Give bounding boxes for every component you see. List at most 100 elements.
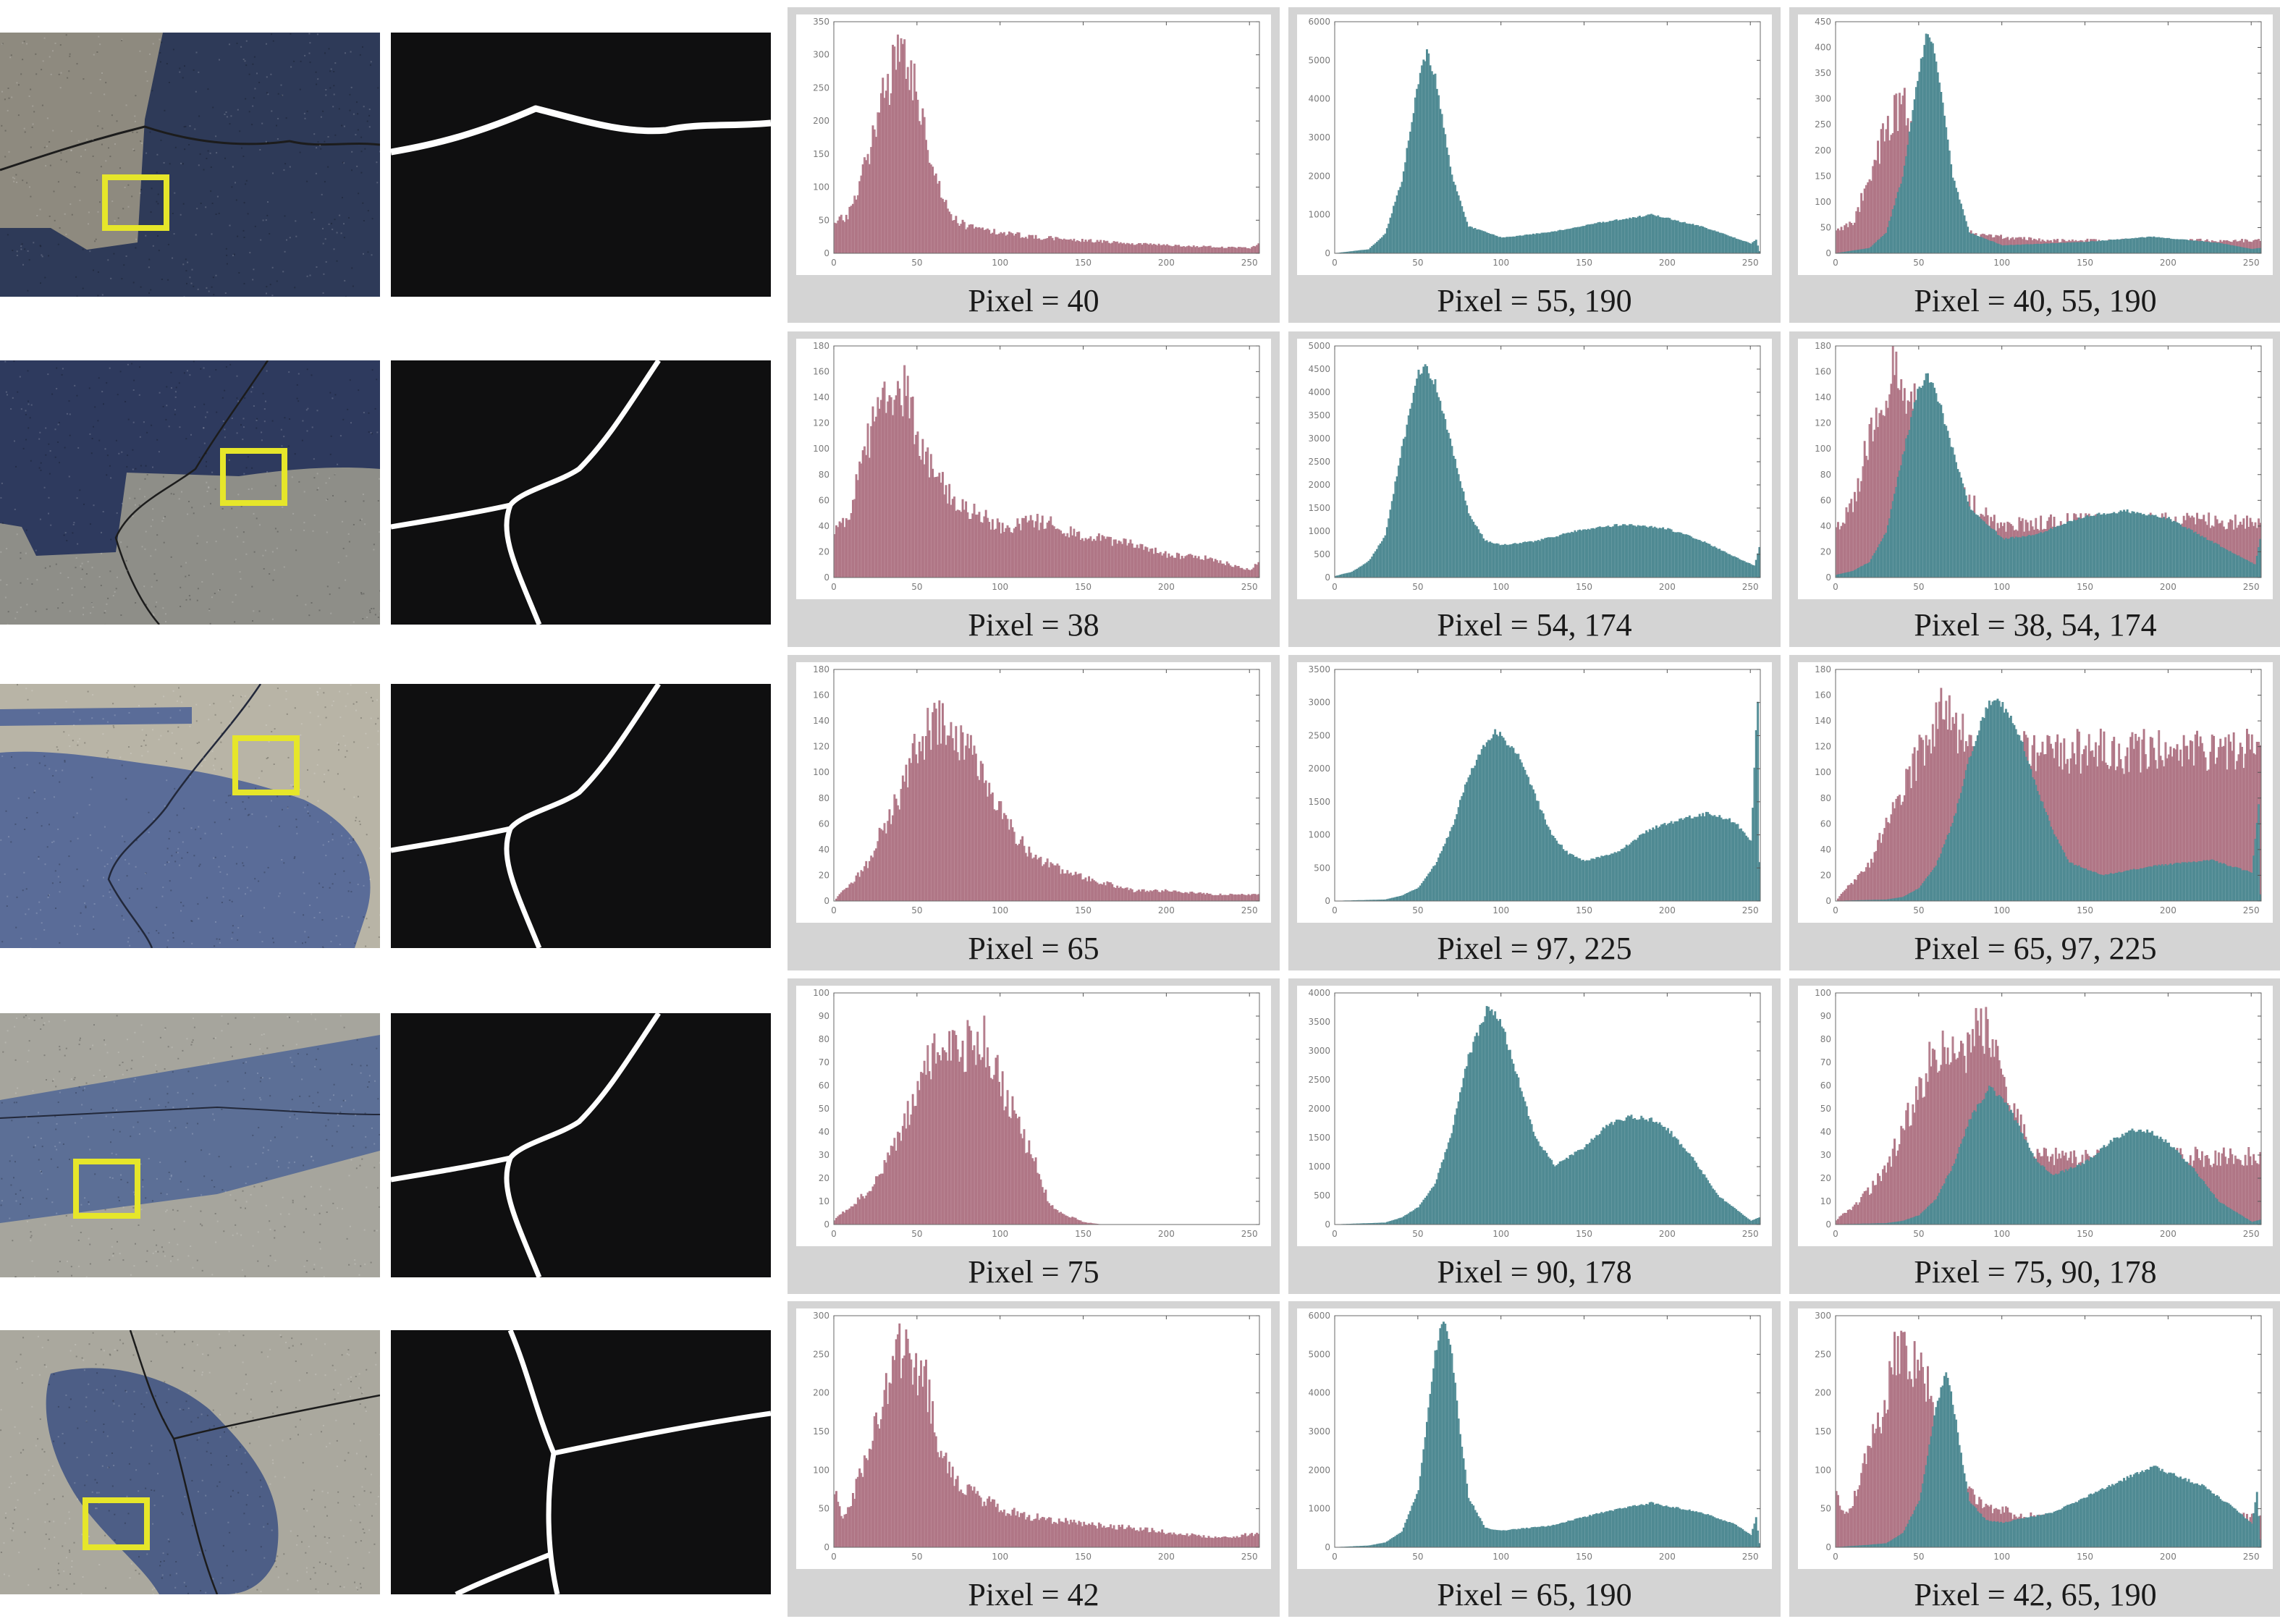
y-tick-label: 80 bbox=[819, 470, 829, 480]
x-tick-label: 100 bbox=[1492, 582, 1509, 592]
y-tick-label: 4000 bbox=[1308, 387, 1330, 397]
x-tick-label: 200 bbox=[2160, 905, 2176, 915]
x-tick-label: 0 bbox=[1833, 258, 1838, 268]
y-tick-label: 80 bbox=[1820, 1034, 1831, 1044]
x-tick-label: 50 bbox=[1913, 582, 1924, 592]
y-tick-label: 300 bbox=[1815, 1311, 1831, 1321]
y-tick-label: 140 bbox=[813, 716, 829, 726]
x-tick-label: 150 bbox=[1576, 1552, 1592, 1562]
y-tick-label: 60 bbox=[1820, 495, 1831, 505]
y-tick-label: 250 bbox=[1815, 1349, 1831, 1359]
x-tick-label: 0 bbox=[1332, 1552, 1338, 1562]
x-tick-label: 0 bbox=[1332, 905, 1338, 915]
x-tick-label: 50 bbox=[1412, 1229, 1423, 1239]
y-tick-label: 3000 bbox=[1308, 1046, 1330, 1056]
histogram-caption: Pixel = 42, 65, 190 bbox=[1789, 1575, 2280, 1615]
x-tick-label: 150 bbox=[2077, 905, 2093, 915]
y-tick-label: 150 bbox=[1815, 1426, 1831, 1437]
y-tick-label: 40 bbox=[1820, 845, 1831, 855]
x-tick-label: 0 bbox=[831, 1552, 837, 1562]
y-tick-label: 0 bbox=[1325, 248, 1330, 258]
x-tick-label: 50 bbox=[1913, 905, 1924, 915]
y-tick-label: 300 bbox=[1815, 94, 1831, 104]
histogram-caption: Pixel = 90, 178 bbox=[1288, 1252, 1781, 1293]
crack-mask bbox=[391, 684, 771, 948]
x-tick-label: 50 bbox=[911, 1552, 922, 1562]
y-tick-label: 0 bbox=[824, 248, 829, 258]
y-tick-label: 20 bbox=[1820, 546, 1831, 557]
histogram-caption: Pixel = 55, 190 bbox=[1288, 281, 1781, 321]
y-tick-label: 90 bbox=[819, 1011, 829, 1021]
y-tick-label: 150 bbox=[813, 149, 829, 159]
x-tick-label: 250 bbox=[1241, 258, 1258, 268]
y-tick-label: 500 bbox=[1314, 549, 1330, 559]
pavement-photo bbox=[0, 1013, 380, 1277]
y-tick-label: 50 bbox=[819, 215, 829, 225]
y-tick-label: 250 bbox=[813, 83, 829, 93]
histogram-caption: Pixel = 65, 190 bbox=[1288, 1575, 1781, 1615]
y-tick-label: 50 bbox=[1820, 1104, 1831, 1114]
y-tick-label: 80 bbox=[819, 1034, 829, 1044]
y-tick-label: 180 bbox=[1815, 664, 1831, 674]
x-tick-label: 200 bbox=[1659, 582, 1676, 592]
y-tick-label: 60 bbox=[819, 495, 829, 505]
x-tick-label: 100 bbox=[1993, 258, 2010, 268]
y-tick-label: 200 bbox=[1815, 145, 1831, 156]
x-tick-label: 0 bbox=[831, 1229, 837, 1239]
y-tick-label: 2000 bbox=[1308, 1104, 1330, 1114]
x-tick-label: 100 bbox=[1492, 258, 1509, 268]
crack-mask bbox=[391, 33, 771, 297]
x-tick-label: 250 bbox=[1241, 1552, 1258, 1562]
x-tick-label: 150 bbox=[1576, 1229, 1592, 1239]
y-tick-label: 3500 bbox=[1308, 1017, 1330, 1027]
y-tick-label: 50 bbox=[1820, 1504, 1831, 1514]
y-tick-label: 4000 bbox=[1308, 988, 1330, 998]
y-tick-label: 500 bbox=[1314, 1190, 1330, 1201]
y-tick-label: 40 bbox=[1820, 1127, 1831, 1137]
pavement-photo bbox=[0, 684, 380, 948]
y-tick-label: 40 bbox=[1820, 521, 1831, 531]
x-tick-label: 100 bbox=[992, 258, 1008, 268]
y-tick-label: 2000 bbox=[1308, 764, 1330, 774]
y-tick-label: 250 bbox=[813, 1349, 829, 1359]
y-tick-label: 50 bbox=[819, 1104, 829, 1114]
x-tick-label: 50 bbox=[1913, 258, 1924, 268]
y-tick-label: 0 bbox=[824, 572, 829, 583]
histogram-caption: Pixel = 38 bbox=[788, 605, 1280, 646]
y-tick-label: 140 bbox=[813, 392, 829, 402]
y-tick-label: 60 bbox=[819, 819, 829, 829]
y-tick-label: 0 bbox=[824, 1542, 829, 1552]
y-tick-label: 150 bbox=[813, 1426, 829, 1437]
x-tick-label: 200 bbox=[1158, 1229, 1175, 1239]
y-tick-label: 180 bbox=[1815, 341, 1831, 351]
y-tick-label: 0 bbox=[1825, 896, 1831, 906]
x-tick-label: 50 bbox=[1412, 1552, 1423, 1562]
y-tick-label: 120 bbox=[1815, 418, 1831, 428]
y-tick-label: 0 bbox=[1825, 572, 1831, 583]
y-tick-label: 1000 bbox=[1308, 1162, 1330, 1172]
histogram-caption: Pixel = 65 bbox=[788, 929, 1280, 969]
x-tick-label: 100 bbox=[1993, 1229, 2010, 1239]
y-tick-label: 100 bbox=[1815, 1465, 1831, 1475]
x-tick-label: 200 bbox=[2160, 258, 2176, 268]
y-tick-label: 1000 bbox=[1308, 1504, 1330, 1514]
y-tick-label: 300 bbox=[813, 1311, 829, 1321]
x-tick-label: 150 bbox=[2077, 582, 2093, 592]
x-tick-label: 0 bbox=[1332, 582, 1338, 592]
y-tick-label: 160 bbox=[1815, 367, 1831, 377]
x-tick-label: 100 bbox=[992, 1552, 1008, 1562]
y-tick-label: 60 bbox=[819, 1080, 829, 1091]
y-tick-label: 150 bbox=[1815, 171, 1831, 181]
y-tick-label: 4000 bbox=[1308, 94, 1330, 104]
x-tick-label: 150 bbox=[2077, 258, 2093, 268]
